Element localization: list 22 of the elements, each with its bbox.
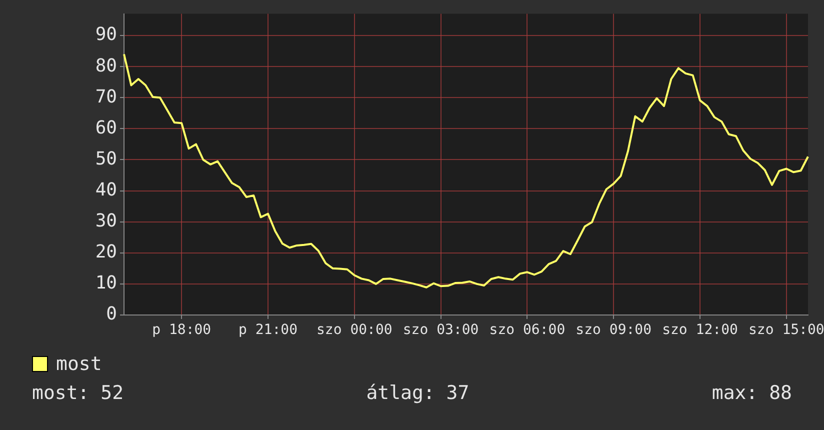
y-tick-label: 70 bbox=[95, 86, 117, 108]
y-tick-label: 90 bbox=[95, 24, 117, 46]
x-tick-label: p 18:00 bbox=[152, 322, 212, 338]
y-tick-label: 20 bbox=[95, 242, 117, 263]
x-tick-label: szo 06:00 bbox=[489, 322, 566, 338]
y-tick-label: 50 bbox=[95, 148, 117, 170]
y-tick-label: 60 bbox=[95, 117, 117, 138]
text: átlag: 37 bbox=[366, 382, 470, 404]
y-tick-label: 40 bbox=[95, 179, 117, 200]
y-tick-label: 10 bbox=[95, 272, 117, 294]
y-tick-label: 80 bbox=[95, 55, 117, 76]
text: max: 88 bbox=[712, 382, 792, 404]
x-tick-label: szo 09:00 bbox=[576, 322, 652, 338]
text: most: 52 bbox=[32, 382, 124, 404]
x-tick-label: szo 12:00 bbox=[662, 322, 738, 338]
x-tick-label: p 21:00 bbox=[238, 322, 298, 338]
x-tick-label: szo 03:00 bbox=[402, 322, 479, 338]
legend-label: most bbox=[56, 353, 102, 375]
x-tick-label: szo 15:00 bbox=[748, 322, 824, 338]
y-tick-label: 30 bbox=[95, 210, 117, 232]
y-tick-label: 0 bbox=[106, 304, 117, 325]
x-tick-label: szo 00:00 bbox=[316, 322, 392, 338]
